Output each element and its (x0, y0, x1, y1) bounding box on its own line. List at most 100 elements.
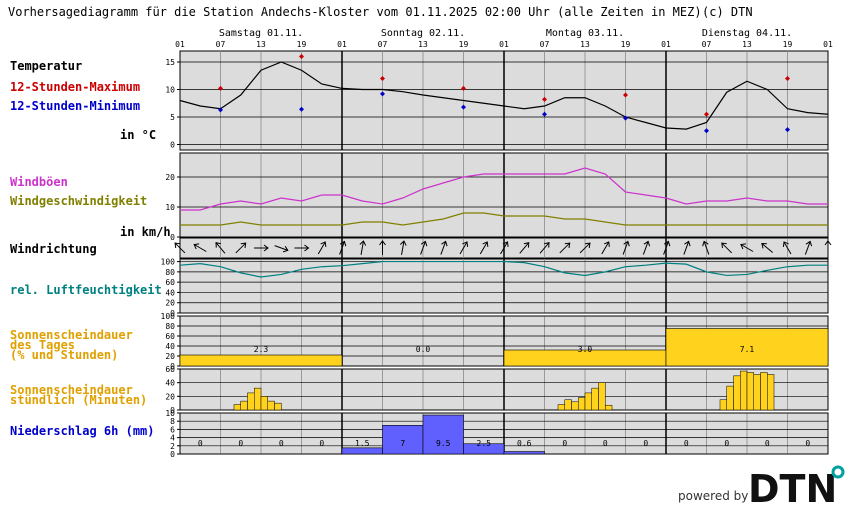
precip-bar (503, 451, 545, 455)
wind-arrow (440, 240, 448, 255)
precip-bar (463, 443, 505, 455)
hour-label: 19 (459, 40, 469, 49)
wind-arrow-head (215, 241, 221, 248)
wind-arrow-head (523, 241, 530, 248)
wind-arrow-shaft (174, 242, 186, 254)
precip-bar (382, 424, 424, 455)
sun-hourly-bar (247, 392, 255, 411)
wind-arrow-head (584, 242, 591, 249)
sun-hourly-bar (591, 387, 599, 411)
sun-hourly-bar (740, 370, 748, 411)
wind-arrow-head (564, 242, 571, 249)
wind-arrow-shaft (235, 242, 247, 254)
prec-y-tick-label: 2 (170, 442, 175, 451)
wind-arrow-head (320, 241, 327, 247)
wind-arrow-shaft (721, 242, 733, 254)
wind-arrow-shaft (703, 241, 710, 255)
precip-value-label: 0 (603, 439, 608, 448)
wind-arrow-shaft (500, 241, 508, 255)
precip-value-label: 0 (279, 439, 284, 448)
wind-arrow (622, 240, 630, 255)
temp-y-tick-label: 15 (165, 58, 175, 67)
hum-y-tick-label: 80 (165, 268, 175, 277)
precip-value-label: 0 (805, 439, 810, 448)
wind-arrow-head (379, 240, 386, 246)
wind-arrow (317, 241, 327, 255)
temp-y-tick-label: 5 (170, 113, 175, 122)
wind-arrow-shaft (519, 242, 530, 254)
sund-y-tick-label: 40 (165, 342, 175, 351)
wind-arrow (601, 241, 610, 255)
dtn-logo-dot (831, 465, 845, 479)
wind-arrow-head (603, 241, 610, 247)
wind-arrow (254, 244, 269, 252)
sun-daily-value-label: 3.0 (578, 345, 593, 354)
sun-hourly-bar (557, 404, 565, 411)
wind-arrow (174, 242, 186, 254)
sunh-y-tick-label: 60 (165, 365, 175, 374)
hour-tick-labels: 01 07 13 19 01 07 13 19 01 07 13 19 01 07 13 19 01 (175, 40, 833, 49)
sun-hourly-bar (260, 396, 268, 411)
wind-arrow (663, 240, 671, 255)
wind-arrow-head (824, 240, 832, 246)
tmin-marker (461, 104, 466, 110)
wind-arrow-shaft (479, 241, 488, 255)
sun-daily-value-label: 2.3 (254, 345, 269, 354)
wind-arrow-head (240, 242, 247, 249)
precip-value-label: 0 (724, 439, 729, 448)
sun-hourly-bar (254, 387, 262, 411)
hour-label: 19 (783, 40, 793, 49)
sun-daily-bar (179, 354, 343, 367)
wind-arrow (559, 242, 571, 254)
wind-arrow-head (399, 240, 407, 246)
sund-y-tick-label: 80 (165, 322, 175, 331)
hour-label: 13 (418, 40, 428, 49)
precip-value-label: 0 (643, 439, 648, 448)
wind-arrow (804, 240, 813, 255)
wind-arrow (479, 241, 489, 255)
precip-value-label: 9.5 (436, 439, 451, 448)
precip-value-label: 0 (319, 439, 324, 448)
label-sun-hourly-1: Sonnenscheindauer (10, 383, 133, 397)
hour-label: 01 (499, 40, 509, 49)
wind-arrow-head (282, 245, 289, 253)
hum-y-tick-label: 60 (165, 278, 175, 287)
wind-arrow (702, 240, 710, 255)
wind-arrow-shaft (339, 241, 345, 255)
label-wind-unit: in km/h (120, 225, 171, 239)
wind-arrow (294, 244, 310, 252)
sun-hourly-bar (767, 374, 775, 411)
sund-y-tick-label: 60 (165, 332, 175, 341)
hour-label: 19 (621, 40, 631, 49)
precip-bar (341, 447, 383, 455)
wind-arrow-head (623, 240, 630, 247)
hum-y-tick-label: 0 (170, 309, 175, 318)
wind-arrow-head (420, 240, 428, 247)
prec-y-tick-label: 6 (170, 425, 175, 434)
label-humidity: rel. Luftfeuchtigkeit (10, 283, 162, 297)
wind-y-tick-label: 20 (165, 173, 175, 182)
wind-arrow (420, 240, 428, 255)
wind-arrow (519, 241, 530, 254)
sun-hourly-bar (564, 399, 572, 411)
wind-arrow-head (441, 240, 448, 247)
tmin-marker (623, 115, 628, 121)
label-tmin: 12-Stunden-Minimum (10, 99, 140, 113)
label-windrichtung: Windrichtung (10, 242, 97, 256)
sunh-y-tick-label: 20 (165, 392, 175, 401)
wind-arrow (782, 241, 792, 255)
windspeed-line (180, 212, 828, 226)
wind-arrow-shaft (539, 242, 550, 254)
temperature-line (179, 61, 829, 130)
wind-arrow (459, 241, 469, 255)
wind-arrow-head (304, 244, 310, 252)
wind-arrow-shaft (783, 241, 792, 255)
hour-label: 07 (702, 40, 712, 49)
sun-hourly-bar (571, 401, 579, 411)
wind-arrow-head (482, 241, 489, 247)
sun-daily-value-label: 0.0 (416, 345, 431, 354)
wind-arrow (193, 243, 207, 252)
wind-arrow-head (174, 242, 181, 249)
gust-line (180, 167, 828, 211)
